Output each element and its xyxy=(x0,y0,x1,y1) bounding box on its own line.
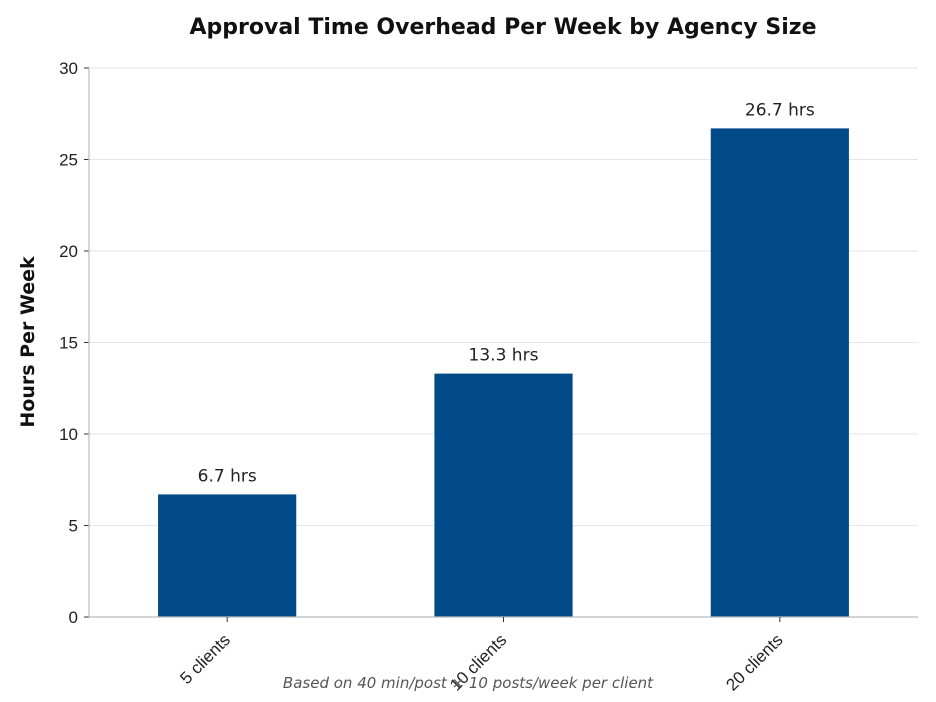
bar xyxy=(434,373,573,617)
x-tick-label: 5 clients xyxy=(176,630,234,688)
bars xyxy=(158,128,849,617)
x-tick-label: 20 clients xyxy=(722,630,786,694)
axes xyxy=(84,67,918,622)
chart-footnote: Based on 40 min/post × 10 posts/week per… xyxy=(283,674,654,692)
bar-value-label: 13.3 hrs xyxy=(469,346,539,366)
bar xyxy=(710,128,849,617)
y-tick-label: 25 xyxy=(59,151,78,170)
y-tick-label: 15 xyxy=(59,334,78,353)
bar xyxy=(158,494,297,617)
y-tick-label: 10 xyxy=(59,425,78,444)
y-tick-label: 30 xyxy=(59,59,78,78)
y-tick-label: 20 xyxy=(59,242,78,261)
bar-value-label: 6.7 hrs xyxy=(198,466,257,486)
y-tick-label: 0 xyxy=(69,608,78,627)
chart-title: Approval Time Overhead Per Week by Agenc… xyxy=(190,15,817,40)
y-axis-label: Hours Per Week xyxy=(17,256,39,428)
bar-value-label: 26.7 hrs xyxy=(745,100,815,120)
y-tick-label: 5 xyxy=(69,517,78,536)
